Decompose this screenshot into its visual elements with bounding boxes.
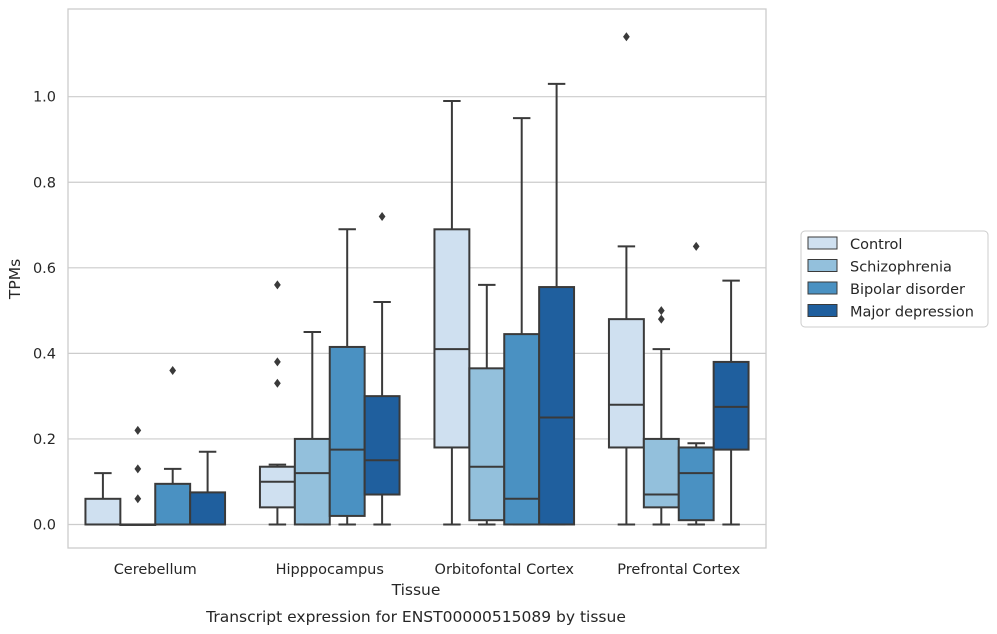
outlier-point (274, 357, 281, 367)
box-schizophrenia (468, 283, 506, 526)
iqr-box (607, 318, 645, 449)
y-tick-label: 1.0 (33, 90, 56, 106)
iqr-box (328, 345, 366, 517)
outlier-point (623, 32, 630, 42)
chart-caption: Transcript expression for ENST0000051508… (205, 608, 626, 626)
iqr-box (538, 286, 576, 526)
legend-swatch (807, 259, 838, 272)
x-tick-label: Orbitofontal Cortex (435, 562, 575, 578)
x-tick-label: Cerebellum (114, 562, 197, 578)
y-tick-labels: 0.0 0.2 0.4 0.6 0.8 1.0 (33, 90, 56, 534)
legend-swatch (807, 281, 838, 295)
iqr-box (258, 465, 296, 509)
y-tick-label: 0.0 (33, 517, 56, 533)
iqr-box (642, 437, 680, 509)
iqr-box (468, 367, 506, 522)
x-tick-label: Hipppocampus (276, 562, 384, 578)
y-tick-label: 0.2 (33, 432, 56, 448)
outlier-point (274, 378, 281, 388)
box-major-depression (538, 82, 576, 526)
iqr-box (503, 333, 541, 526)
outlier-point (134, 494, 142, 504)
x-tick-labels: Cerebellum Hipppocampus Orbitofontal Corte… (114, 562, 741, 578)
legend-swatch (807, 304, 838, 317)
box-bipolar-disorder (677, 241, 715, 526)
iqr-box (677, 446, 715, 522)
outlier-point (657, 306, 665, 316)
legend-label: Bipolar disorder (850, 282, 965, 298)
box-groups (84, 32, 750, 526)
outlier-point (169, 365, 177, 375)
iqr-box (712, 360, 750, 451)
outlier-point (657, 314, 665, 324)
box-major-depression (189, 450, 227, 526)
legend-label: Control (850, 237, 902, 253)
x-tick-label: Prefrontal Cortex (617, 562, 740, 578)
box-control (607, 32, 645, 526)
gridlines (68, 96, 766, 526)
y-tick-label: 0.8 (33, 175, 56, 191)
box-schizophrenia (119, 425, 157, 526)
box-bipolar-disorder (328, 228, 366, 526)
legend-label: Schizophrenia (850, 260, 952, 276)
box-schizophrenia (293, 330, 331, 526)
y-tick-label: 0.4 (33, 346, 56, 362)
legend: Control Schizophrenia Bipolar disorder Majo… (800, 230, 989, 328)
iqr-box (433, 228, 471, 449)
outlier-point (274, 280, 281, 290)
box-bipolar-disorder (503, 117, 541, 526)
x-axis-label: Tissue (391, 581, 441, 599)
box-major-depression (712, 279, 750, 526)
outlier-point (134, 425, 142, 435)
box-control (433, 99, 471, 526)
legend-swatch (807, 236, 838, 250)
outlier-point (378, 211, 386, 221)
plot-frame (67, 8, 767, 549)
y-tick-label: 0.6 (33, 261, 56, 277)
box-schizophrenia (642, 306, 680, 526)
box-control (84, 472, 122, 526)
legend-label: Major depression (850, 305, 974, 321)
iqr-box (363, 395, 401, 496)
box-control (258, 280, 296, 526)
outlier-point (692, 241, 700, 251)
y-axis-label: TPMs (6, 259, 24, 300)
iqr-box (293, 437, 331, 526)
iqr-box (154, 482, 192, 526)
legend-frame (800, 230, 989, 328)
outlier-point (134, 464, 142, 474)
box-major-depression (363, 211, 401, 526)
iqr-box (189, 491, 227, 526)
box-bipolar-disorder (154, 365, 192, 526)
iqr-box (84, 497, 122, 526)
